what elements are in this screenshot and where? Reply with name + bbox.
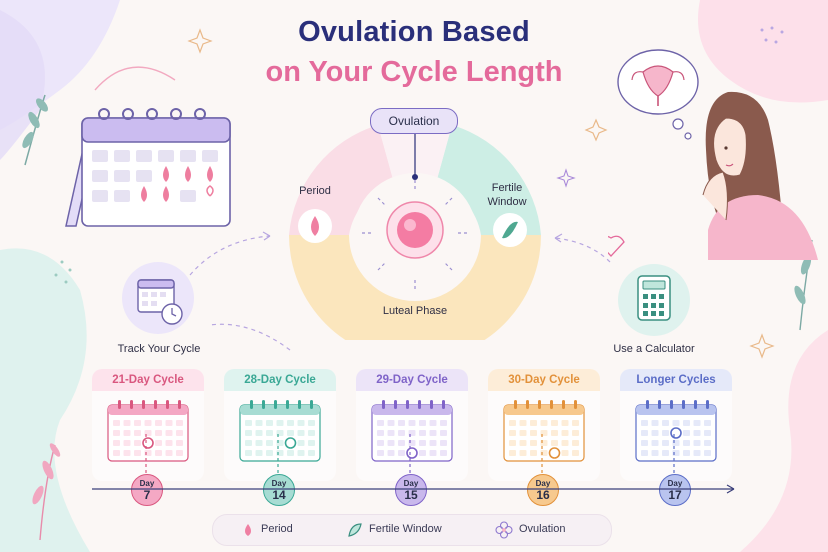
day-word: Day <box>667 479 683 488</box>
cycle-card-title: 30-Day Cycle <box>488 369 600 391</box>
day-connector <box>541 434 543 474</box>
day-connector <box>277 434 279 474</box>
day-number: 14 <box>272 488 286 502</box>
period-label: Period <box>299 185 331 197</box>
period-drop-icon <box>245 524 251 536</box>
mini-calendar-icon <box>107 400 189 462</box>
ovulation-flower-icon <box>495 521 513 539</box>
fertile-leaf-icon <box>348 523 362 537</box>
ovulation-day-marker: Day 17 <box>659 474 691 506</box>
fertile-window-label: Fertile Window <box>487 182 527 208</box>
day-connector <box>673 434 675 474</box>
day-number: 7 <box>143 488 151 502</box>
calendar-clock-icon <box>122 262 194 334</box>
legend: Period Fertile Window Ovulation <box>212 514 612 546</box>
cycle-card: Longer Cycles <box>620 369 732 481</box>
ovulation-day-marker: Day 7 <box>131 474 163 506</box>
day-word: Day <box>271 479 287 488</box>
ovulation-day-marker: Day 15 <box>395 474 427 506</box>
day-number: 17 <box>668 488 682 502</box>
day-number: 16 <box>536 488 550 502</box>
cycle-card-title: 29-Day Cycle <box>356 369 468 391</box>
day-word: Day <box>535 479 551 488</box>
title-line-2: on Your Cycle Length <box>265 56 563 88</box>
day-word: Day <box>403 479 419 488</box>
cycle-card-title: Longer Cycles <box>620 369 732 391</box>
luteal-phase-label: Luteal Phase <box>382 305 448 317</box>
cycle-card-title: 21-Day Cycle <box>92 369 204 391</box>
woman-thinking-illustration <box>608 49 818 260</box>
mini-calendar-icon <box>371 400 453 462</box>
mini-calendar-icon <box>239 400 321 462</box>
cycle-card: 29-Day Cycle <box>356 369 468 481</box>
mini-calendar-icon <box>635 400 717 462</box>
cycle-card: 30-Day Cycle <box>488 369 600 481</box>
use-a-calculator-label: Use a Calculator <box>613 343 695 355</box>
track-your-cycle-label: Track Your Cycle <box>117 343 201 355</box>
legend-fertile-window: Fertile Window <box>369 523 442 535</box>
cycle-card-title: 28-Day Cycle <box>224 369 336 391</box>
ovulation-pill: Ovulation <box>370 108 458 134</box>
day-number: 15 <box>404 488 418 502</box>
mini-calendar-icon <box>503 400 585 462</box>
cycle-card: 21-Day Cycle <box>92 369 204 481</box>
legend-period: Period <box>261 523 293 535</box>
cycle-wheel <box>289 120 541 340</box>
cycle-card: 28-Day Cycle <box>224 369 336 481</box>
calculator-icon <box>618 264 690 336</box>
desk-calendar-illustration <box>65 108 231 227</box>
day-word: Day <box>139 479 155 488</box>
day-connector <box>409 434 411 474</box>
day-connector <box>145 434 147 474</box>
title-line-1: Ovulation Based <box>298 16 530 48</box>
ovulation-day-marker: Day 14 <box>263 474 295 506</box>
ovulation-day-marker: Day 16 <box>527 474 559 506</box>
legend-ovulation: Ovulation <box>519 523 566 535</box>
